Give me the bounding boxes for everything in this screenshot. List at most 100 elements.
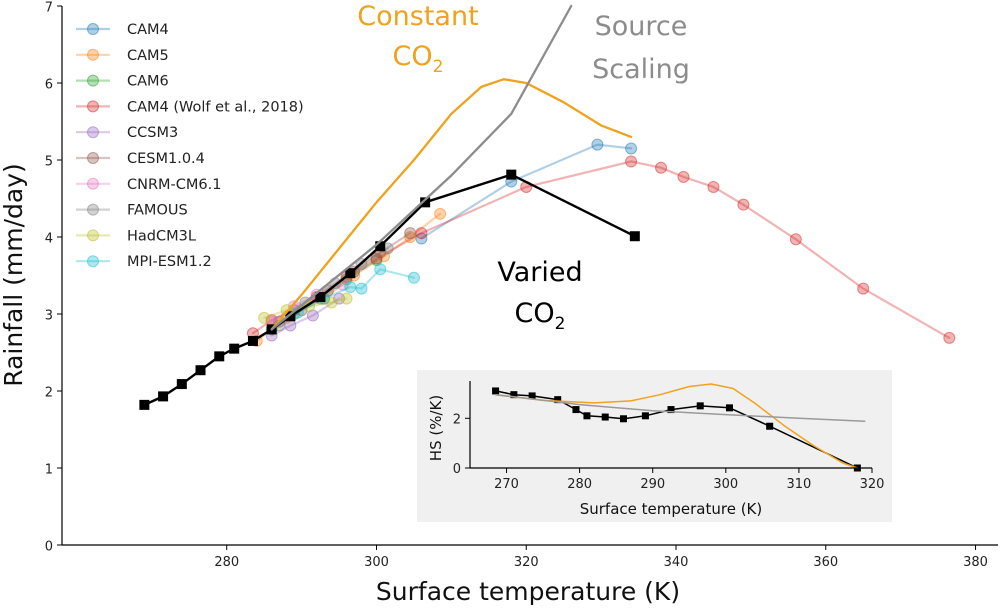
main-point-cam4-wolf-et-al-2018 (857, 282, 870, 295)
main-point-cam4-wolf-et-al-2018 (677, 170, 690, 183)
main-point-hadcm3l (340, 292, 353, 305)
legend-label-cnrm-cm6-1: CNRM-CM6.1 (127, 177, 221, 193)
main-y-tick-label: 0 (45, 539, 53, 554)
main-y-tick-label: 1 (45, 462, 53, 477)
main-point-varied-co2 (506, 169, 517, 180)
inset-point-varied-co2 (619, 415, 627, 423)
inset-point-varied-co2 (583, 412, 591, 420)
main-y-axis-label: Rainfall (mm/day) (0, 163, 28, 387)
main-point-mpi-esm1-2 (355, 282, 368, 295)
main-point-hadcm3l (258, 311, 271, 324)
main-y-tick-label: 3 (45, 308, 53, 323)
main-point-cam5 (404, 231, 417, 243)
main-point-varied-co2 (195, 365, 206, 376)
legend-marker-hadcm3l (87, 229, 99, 242)
legend-marker-cam4-wolf-et-al-2018 (87, 100, 99, 113)
main-point-varied-co2 (345, 268, 356, 279)
main-point-varied-co2 (139, 399, 150, 410)
main-y-tick-label: 6 (45, 77, 53, 92)
legend-item-cam6: CAM6 (76, 74, 169, 90)
annotation-source-line2: Scaling (592, 54, 690, 85)
main-x-tick-label: 380 (963, 555, 988, 570)
main-point-cam4-wolf-et-al-2018 (737, 198, 750, 211)
annotation-constant-line1: Constant (357, 1, 478, 32)
main-series-cam4-wolf-et-al-2018 (246, 155, 956, 344)
legend-label-cam4: CAM4 (127, 22, 169, 38)
main-x-tick-label: 340 (664, 555, 689, 570)
main-line-cam4 (420, 143, 633, 240)
legend-label-cam5: CAM5 (127, 48, 169, 64)
main-point-mpi-esm1-2 (374, 263, 387, 276)
legend-label-famous: FAMOUS (127, 203, 188, 219)
inset-x-tick-label: 270 (494, 477, 519, 492)
inset-x-tick-label: 280 (567, 477, 592, 492)
inset-x-tick-label: 310 (786, 477, 811, 492)
legend-label-ccsm3: CCSM3 (127, 125, 178, 141)
legend-item-cam4-wolf-et-al-2018: CAM4 (Wolf et al., 2018) (76, 99, 304, 115)
legend-item-famous: FAMOUS (76, 203, 188, 219)
legend-marker-cnrm-cm6-1 (87, 177, 99, 190)
inset-y-axis-label: HS (%/K) (427, 395, 445, 461)
main-point-varied-co2 (629, 231, 640, 242)
main-y-tick-label: 7 (45, 0, 53, 15)
annotation-source-line1: Source (595, 11, 688, 42)
legend-item-ccsm3: CCSM3 (76, 125, 178, 141)
legend-item-hadcm3l: HadCM3L (76, 228, 196, 244)
main-series-hadcm3l (258, 292, 353, 324)
annotation-varied-line1: Varied (497, 257, 582, 288)
legend-label-cesm1-0-4: CESM1.0.4 (127, 151, 205, 167)
inset-point-varied-co2 (492, 387, 500, 395)
legend-marker-mpi-esm1-2 (87, 255, 99, 268)
legend: CAM4 CAM5 CAM6 CAM4 (Wolf et al., 2018) CCSM… (76, 22, 304, 270)
main-x-tick-label: 360 (813, 555, 838, 570)
main-y-tick-label: 4 (45, 231, 53, 246)
annotation-varied-sub: 2 (555, 314, 566, 334)
annotation-constant-sub: 2 (433, 57, 444, 77)
inset-y-tick-label: 2 (453, 412, 461, 427)
main-point-cam4 (625, 142, 638, 155)
main-x-tick-label: 300 (364, 555, 389, 570)
main-y-tick-label: 5 (45, 154, 53, 169)
inset-point-varied-co2 (510, 391, 518, 399)
legend-marker-famous (87, 203, 99, 216)
main-y-tick-label: 2 (45, 385, 53, 400)
inset-x-axis-label: Surface temperature (K) (580, 500, 763, 518)
main-point-varied-co2 (285, 311, 296, 322)
inset-chart: 270 280 290 300 310 320 0 2 Surface temperature… (417, 370, 892, 522)
inset-point-varied-co2 (528, 392, 536, 400)
main-point-mpi-esm1-2 (407, 271, 420, 284)
inset-x-tick-label: 320 (860, 477, 885, 492)
legend-label-cam6: CAM6 (127, 74, 169, 90)
legend-marker-ccsm3 (87, 126, 99, 139)
inset-point-varied-co2 (725, 404, 733, 412)
main-point-cesm1-0-4 (404, 227, 417, 240)
inset-series-source-scaling (494, 393, 866, 423)
legend-label-hadcm3l: HadCM3L (127, 228, 196, 244)
main-series-source-scaling (270, 4, 573, 331)
inset-x-tick-label: 300 (713, 477, 738, 492)
main-line-constant-co2 (270, 78, 633, 331)
legend-label-cam4-wolf-et-al-2018: CAM4 (Wolf et al., 2018) (127, 99, 304, 115)
main-point-varied-co2 (229, 343, 240, 354)
main-point-cam4-wolf-et-al-2018 (415, 227, 428, 240)
legend-item-cesm1-0-4: CESM1.0.4 (76, 151, 205, 167)
legend-item-cnrm-cm6-1: CNRM-CM6.1 (76, 177, 221, 193)
main-point-varied-co2 (176, 379, 187, 390)
main-point-cam5 (434, 207, 447, 220)
main-point-cam4-wolf-et-al-2018 (625, 155, 638, 168)
legend-item-cam5: CAM5 (76, 48, 169, 64)
main-line-source-scaling (270, 4, 573, 331)
inset-line-constant-co2 (494, 383, 859, 469)
main-point-cam4-wolf-et-al-2018 (789, 233, 802, 246)
main-x-tick-label: 320 (514, 555, 539, 570)
inset-point-varied-co2 (667, 406, 675, 414)
main-point-cam4-wolf-et-al-2018 (707, 180, 720, 193)
main-point-varied-co2 (420, 197, 431, 208)
inset-point-varied-co2 (641, 412, 649, 420)
annotation-constant-line2: CO2 (393, 41, 444, 77)
legend-marker-cam4 (87, 23, 99, 35)
main-series-layer (139, 4, 956, 410)
main-point-varied-co2 (247, 335, 258, 346)
